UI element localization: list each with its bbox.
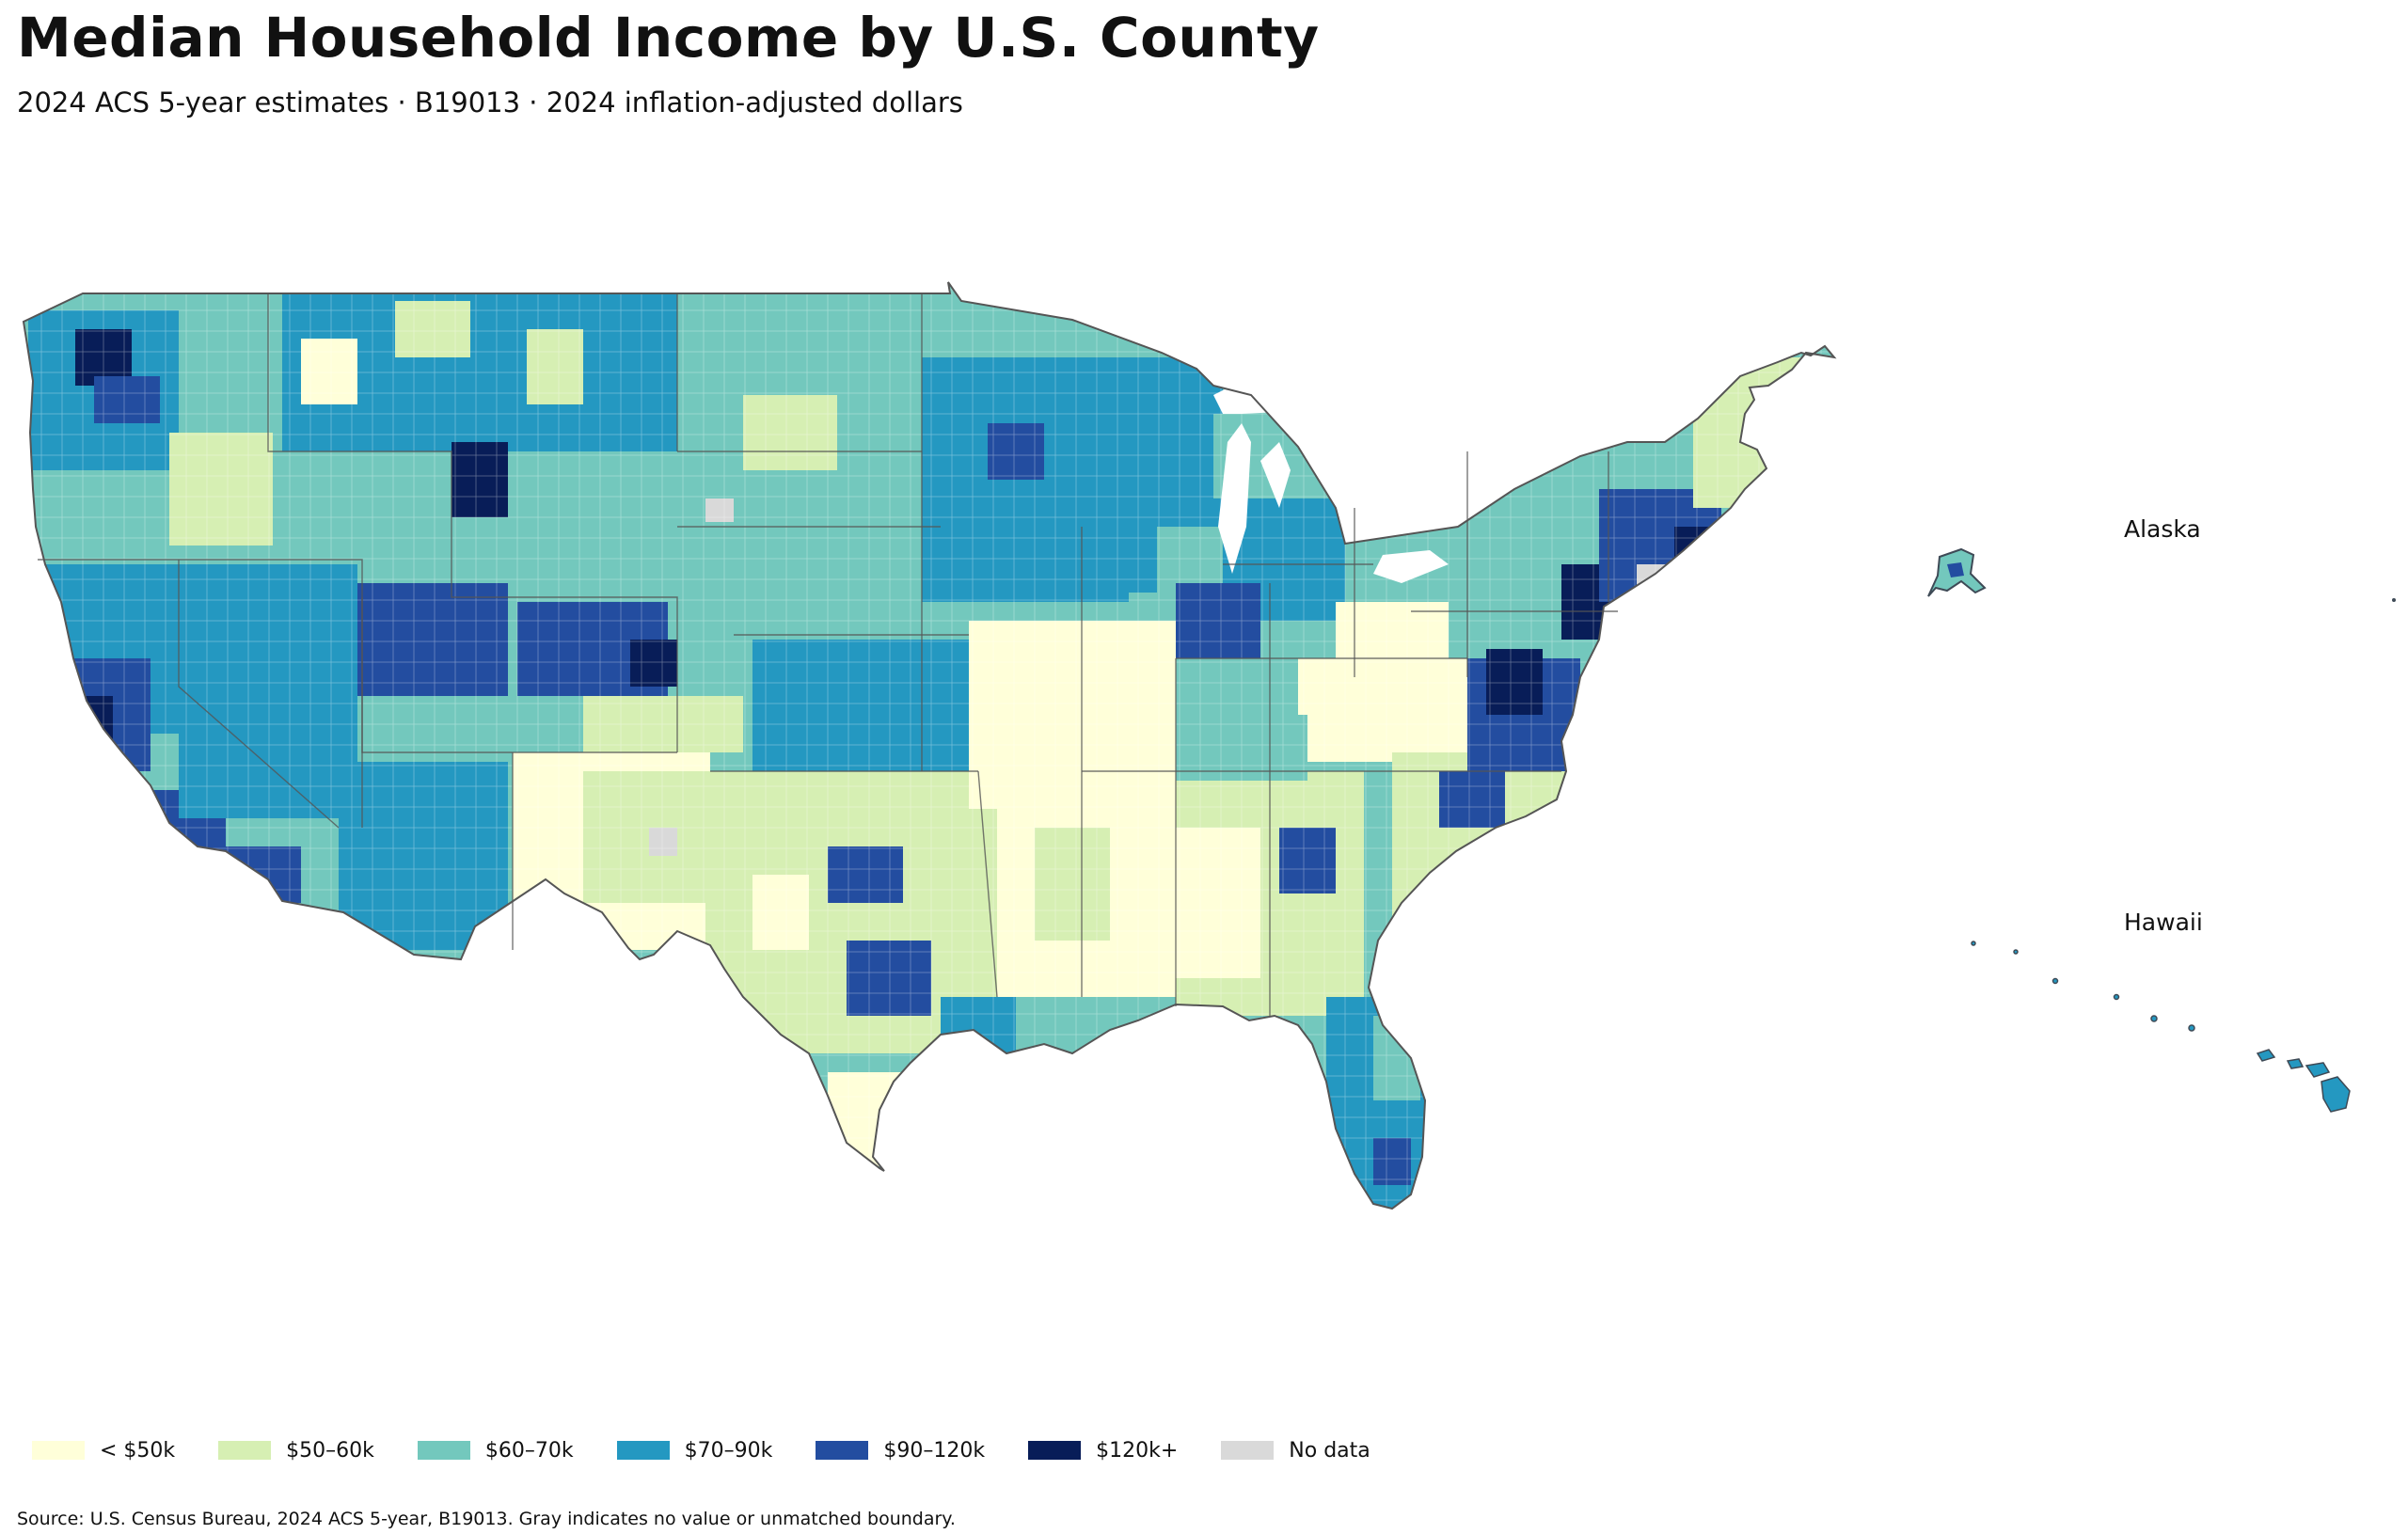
legend-label: $120k+ [1096, 1438, 1179, 1463]
legend-swatch [32, 1441, 85, 1460]
legend-label: < $50k [100, 1438, 176, 1463]
legend-item: $70–90k [616, 1438, 773, 1463]
legend-item: $60–70k [417, 1438, 574, 1463]
legend-label: $60–70k [484, 1438, 574, 1463]
legend-swatch [417, 1441, 470, 1460]
legend-label: $70–90k [684, 1438, 773, 1463]
hawaii-inset [1971, 941, 2351, 1113]
legend: < $50k $50–60k $60–70k $70–90k $90–120k $120k… [32, 1433, 1414, 1467]
us-outline [22, 281, 1837, 1210]
state-boundaries [38, 293, 1618, 1016]
map-title: Median Household Income by U.S. County [17, 6, 1320, 70]
legend-swatch [1028, 1441, 1082, 1460]
map-subtitle: 2024 ACS 5-year estimates · B19013 · 202… [17, 87, 963, 119]
legend-swatch [616, 1441, 670, 1460]
legend-swatch [218, 1441, 272, 1460]
legend-swatch [816, 1441, 869, 1460]
legend-item: No data [1221, 1439, 1370, 1463]
alaska-label: Alaska [2124, 515, 2201, 543]
legend-item: $120k+ [1028, 1439, 1178, 1463]
source-note: Source: U.S. Census Bureau, 2024 ACS 5-y… [17, 1509, 956, 1529]
legend-swatch [1221, 1441, 1275, 1460]
hawaii-label: Hawaii [2124, 909, 2203, 936]
county-fills [24, 282, 1834, 1209]
legend-item: < $50k [32, 1439, 175, 1463]
legend-item: $90–120k [816, 1439, 985, 1463]
legend-label: No data [1289, 1438, 1370, 1463]
legend-label: $50–60k [286, 1438, 374, 1463]
great-lakes [1213, 372, 1449, 583]
legend-label: $90–120k [883, 1438, 986, 1463]
alaska-inset [1927, 547, 2396, 602]
legend-item: $50–60k [218, 1439, 374, 1463]
